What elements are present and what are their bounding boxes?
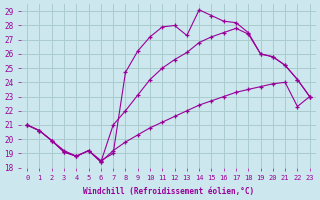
X-axis label: Windchill (Refroidissement éolien,°C): Windchill (Refroidissement éolien,°C) (83, 187, 254, 196)
